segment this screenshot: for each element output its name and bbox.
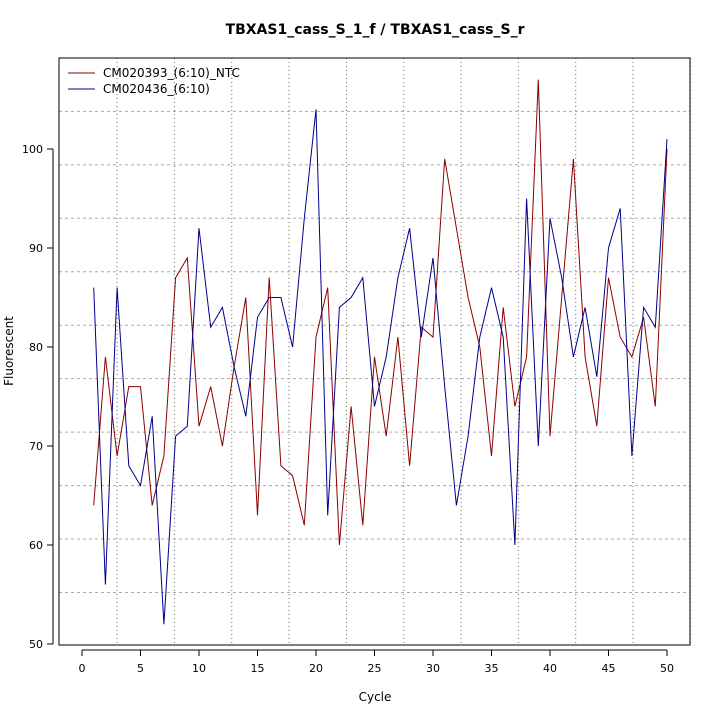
legend-label-0: CM020393_(6:10)_NTC [103, 66, 240, 80]
x-axis-label: Cycle [359, 690, 392, 704]
y-tick-label: 50 [29, 638, 43, 651]
y-tick-label: 80 [29, 341, 43, 354]
plot-frame [58, 57, 691, 646]
y-tick-label: 70 [29, 440, 43, 453]
x-tick-label: 20 [309, 662, 323, 675]
x-tick-label: 40 [543, 662, 557, 675]
series-line-0 [93, 79, 668, 546]
grid [59, 58, 691, 645]
x-tick-label: 45 [602, 662, 616, 675]
x-tick-label: 30 [426, 662, 440, 675]
y-tick-label: 90 [29, 242, 43, 255]
x-tick-label: 5 [137, 662, 144, 675]
y-axis-label: Fluorescent [2, 316, 16, 386]
y-axis: 50 60 70 80 90 100 [22, 143, 54, 651]
x-tick-label: 10 [192, 662, 206, 675]
x-tick-label: 25 [368, 662, 382, 675]
chart-title: TBXAS1_cass_S_1_f / TBXAS1_cass_S_r [226, 22, 525, 38]
x-tick-label: 0 [79, 662, 86, 675]
y-tick-label: 100 [22, 143, 43, 156]
series-lines [93, 79, 668, 625]
x-tick-label: 50 [660, 662, 674, 675]
series-line-1 [93, 109, 668, 625]
y-tick-label: 60 [29, 539, 43, 552]
x-tick-label: 15 [251, 662, 265, 675]
legend-label-1: CM020436_(6:10) [103, 82, 210, 96]
x-axis: 0 5 10 15 20 25 30 35 40 45 50 [79, 649, 674, 675]
x-tick-label: 35 [485, 662, 499, 675]
legend: CM020393_(6:10)_NTC CM020436_(6:10) [68, 66, 240, 96]
